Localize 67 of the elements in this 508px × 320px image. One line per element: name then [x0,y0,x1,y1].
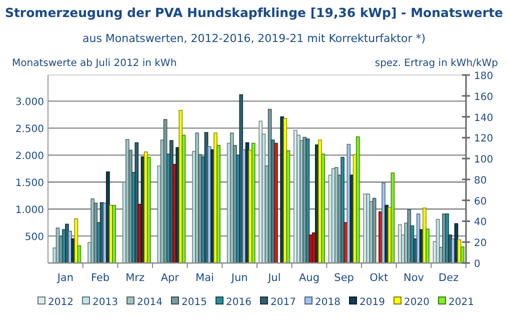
bar [182,134,186,264]
y2-tick-label: 180 [474,71,494,82]
legend-label: 2012 [48,297,74,308]
bar [94,202,98,264]
x-tick-label: Aug [298,272,320,284]
bar [372,198,376,264]
x-tick-label: Mrz [126,272,146,284]
bar [283,118,288,264]
x-tick-label: Mai [196,272,214,284]
bar [286,150,290,264]
y2-tick-label: 40 [474,217,487,228]
x-tick-label: Jun [230,272,248,284]
chart-title: Stromerzeugung der PVA Hundskapfklinge [19,36 kWp] - Monatswerte [4,5,504,20]
x-tick-label: Feb [90,272,110,284]
y-tick-label: 500 [24,232,44,244]
bar [346,144,351,264]
legend-label: 2017 [270,297,296,308]
y2-tick-label: 120 [474,134,494,145]
bar [460,246,464,264]
y-axis-title: Monatswerte ab Juli 2012 in kWh [12,58,177,69]
y2-tick-label: 160 [474,92,494,103]
bar [242,149,246,264]
bar [436,218,440,264]
y-tick-label: 1.000 [15,205,44,216]
legend-label: 2019 [360,297,385,308]
x-tick-label: Okt [370,272,388,284]
legend-label: 2013 [92,297,118,308]
bar [407,209,412,264]
x-tick-label: Dez [438,272,460,284]
x-tick-label: Apr [160,272,180,284]
bar [74,218,78,264]
bar [426,228,430,264]
legend-label: 2015 [182,297,207,308]
x-tick-label: Jul [267,272,281,284]
bar [216,144,220,264]
bar [198,154,202,264]
bar [134,142,139,264]
y2-tick-label: 60 [474,196,487,208]
bar [356,136,360,264]
legend-label: 2020 [404,297,430,308]
legend-label: 2018 [315,297,340,308]
bar [146,156,151,264]
x-tick-label: Sep [334,272,354,284]
y2-tick-label: 80 [474,175,487,186]
x-tick-label: Nov [404,272,424,284]
bar [321,154,325,264]
bar [274,142,278,264]
y2-axis-title: spez. Ertrag in kWh/kWp [374,58,498,69]
bar [340,156,344,264]
y2-tick-label: 100 [474,154,494,166]
bar [178,110,183,264]
x-tick-label: Jan [56,272,74,284]
bar [302,136,307,264]
legend-label: 2016 [226,297,252,308]
y2-tick-label: 0 [474,259,480,270]
y-tick-label: 1.500 [15,178,44,190]
legend-label: 2021 [448,297,474,308]
legend-label: 2014 [137,297,162,308]
y-tick-label: 2.500 [15,124,44,136]
y-tick-label: 2.000 [15,151,44,162]
y-tick-label: 3.000 [15,97,44,108]
bar [390,172,395,264]
y2-tick-label: 20 [474,238,487,250]
bar [112,204,116,264]
y2-tick-label: 140 [474,112,494,124]
bar [251,142,256,264]
chart-subtitle: aus Monatswerten, 2012-2016, 2019-21 mit Korrekturfaktor *) [82,32,426,45]
